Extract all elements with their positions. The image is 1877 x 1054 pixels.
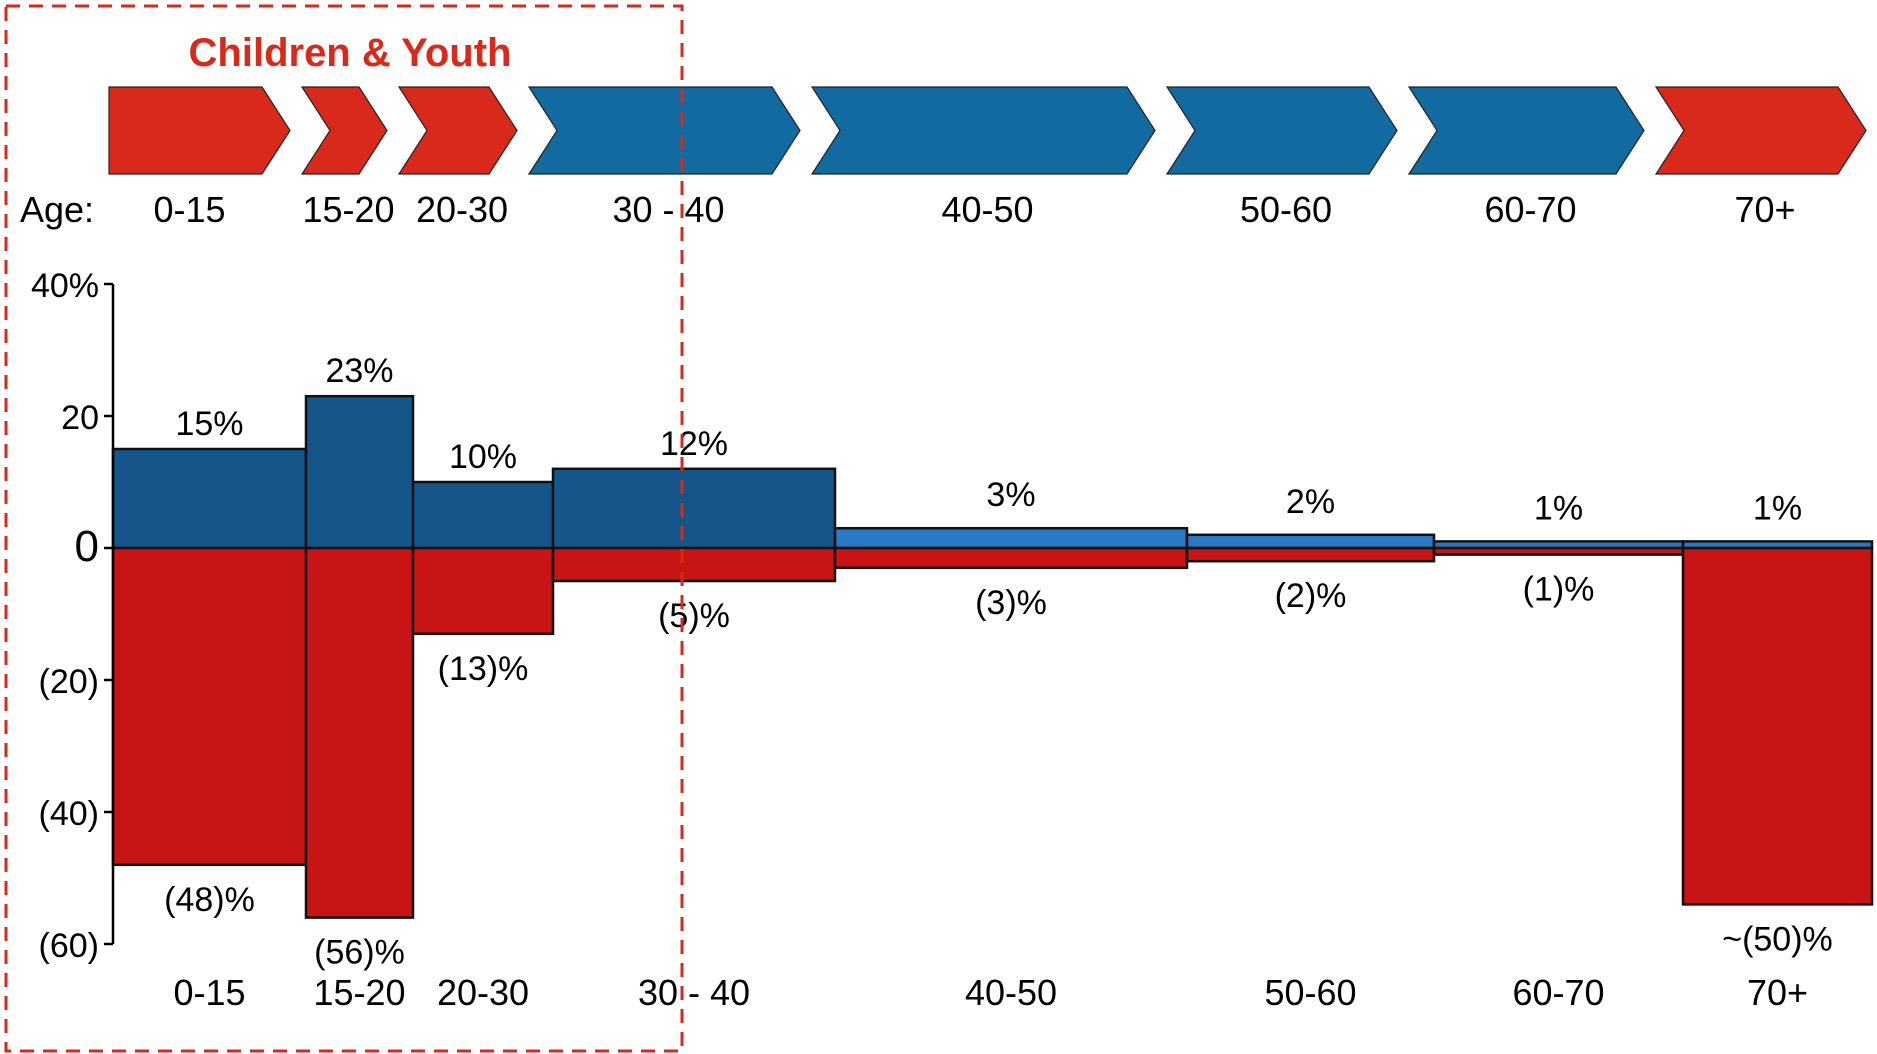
x-tick-label-0-15: 0-15 [173, 972, 245, 1013]
age-label-0-15: 0-15 [153, 189, 225, 230]
y-tick-label: (40) [39, 795, 99, 833]
bar-negative-30-40 [551, 546, 837, 583]
bar-negative-40-50 [833, 546, 1189, 570]
y-tick-label: 0 [75, 522, 99, 571]
data-label-negative-60-70: (1)% [1523, 571, 1595, 609]
bar-positive-40-50 [833, 526, 1189, 550]
bar-negative-60-70 [1432, 546, 1685, 556]
bar-negative-15-20 [304, 546, 415, 919]
bar-negative-0-15 [111, 546, 308, 867]
age-chevron-15-20 [300, 86, 388, 175]
x-tick-label-20-30: 20-30 [437, 972, 529, 1013]
data-label-positive-15-20: 23% [325, 352, 393, 390]
age-chevron-30-40 [527, 86, 801, 175]
data-label-positive-60-70: 1% [1534, 489, 1583, 527]
data-label-positive-30-40: 12% [660, 425, 728, 463]
age-label-70: 70+ [1734, 189, 1795, 230]
age-label-50-60: 50-60 [1240, 189, 1332, 230]
age-label-60-70: 60-70 [1484, 189, 1576, 230]
data-label-negative-40-50: (3)% [975, 584, 1047, 622]
x-tick-label-40-50: 40-50 [965, 972, 1057, 1013]
data-label-negative-30-40: (5)% [658, 597, 730, 635]
data-labels: 15% (48)% 23% (56)% 10% (13)% 12% (5)% 3% (3)% 2% (… [164, 352, 1833, 971]
data-label-positive-20-30: 10% [449, 438, 517, 476]
bar-positive-50-60 [1185, 533, 1436, 550]
data-label-negative-15-20: (56)% [314, 934, 405, 972]
age-chevron-50-60 [1165, 86, 1398, 175]
y-tick-label: 20 [61, 399, 99, 437]
bar-positive-20-30 [411, 480, 555, 550]
age-label-30-40: 30 - 40 [612, 189, 724, 230]
data-label-negative-0-15: (48)% [164, 881, 255, 919]
bar-positive-30-40 [551, 467, 837, 550]
y-tick-label: (60) [39, 927, 99, 965]
x-tick-labels: 0-15 15-20 20-30 30 - 40 40-50 50-60 60-70 70+ [173, 972, 1808, 1013]
age-label-20-30: 20-30 [416, 189, 508, 230]
bar-negative-70 [1681, 546, 1874, 906]
age-chevron-60-70 [1407, 86, 1645, 175]
x-tick-label-50-60: 50-60 [1264, 972, 1356, 1013]
age-chevron-20-30 [397, 86, 518, 175]
x-tick-label-70: 70+ [1747, 972, 1808, 1013]
y-tick-label: (20) [39, 663, 99, 701]
highlight-title: Children & Youth [189, 31, 512, 75]
x-tick-label-15-20: 15-20 [313, 972, 405, 1013]
data-label-negative-50-60: (2)% [1275, 577, 1347, 615]
y-tick-label: 40% [31, 267, 99, 305]
children-youth-highlight-box [4, 4, 684, 1053]
data-label-positive-0-15: 15% [175, 405, 243, 443]
age-chevron-70 [1654, 86, 1867, 175]
bars [111, 394, 1874, 919]
age-label-15-20: 15-20 [302, 189, 394, 230]
y-axis: 40% 20 0 (20) (40) (60) [31, 267, 115, 965]
age-chevron-0-15 [108, 86, 291, 175]
x-tick-label-30-40: 30 - 40 [638, 972, 750, 1013]
age-chevron-40-50 [810, 86, 1156, 175]
data-label-negative-20-30: (13)% [438, 650, 529, 688]
data-label-positive-70: 1% [1753, 489, 1802, 527]
data-label-positive-40-50: 3% [986, 476, 1035, 514]
age-label: Age: [20, 189, 94, 230]
bar-negative-20-30 [411, 546, 555, 636]
bar-positive-0-15 [111, 447, 308, 550]
bar-negative-50-60 [1185, 546, 1436, 563]
bar-positive-15-20 [304, 394, 415, 550]
data-label-negative-70: ~(50)% [1722, 920, 1833, 958]
data-label-positive-50-60: 2% [1286, 483, 1335, 521]
age-label-40-50: 40-50 [941, 189, 1033, 230]
age-chevrons: 0-15 15-20 20-30 30 - 40 40-50 50-60 60-70 70+ [108, 86, 1867, 230]
x-tick-label-60-70: 60-70 [1512, 972, 1604, 1013]
